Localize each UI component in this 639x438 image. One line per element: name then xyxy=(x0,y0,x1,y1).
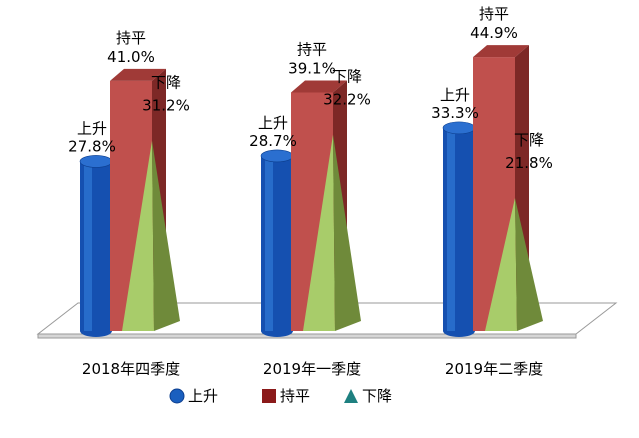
legend-item-0: 上升 xyxy=(169,387,218,405)
label-up-value-0: 27.8% xyxy=(68,137,116,155)
label-flat-name-1: 持平 xyxy=(297,40,327,58)
category-axis: 2018年四季度 2019年一季度 2019年二季度 xyxy=(82,360,543,378)
chart-labels: 上升27.8%持平41.0%下降31.2%上升28.7%持平39.1%下降32.… xyxy=(68,5,553,172)
bar-down-1 xyxy=(303,134,361,331)
legend-label-1: 持平 xyxy=(280,387,310,405)
legend-marker-down xyxy=(344,389,358,403)
chart-legend: 上升 持平 下降 xyxy=(169,387,392,405)
label-flat-name-0: 持平 xyxy=(116,29,146,47)
chart-marks xyxy=(79,45,543,338)
label-down-name-2: 下降 xyxy=(514,131,544,149)
legend-item-2: 下降 xyxy=(344,387,392,405)
label-down-value-0: 31.2% xyxy=(142,97,190,115)
floor-front xyxy=(37,333,577,339)
label-down-value-1: 32.2% xyxy=(323,91,371,109)
category-label-0: 2018年四季度 xyxy=(82,360,180,378)
bar-up-1 xyxy=(260,149,294,337)
label-down-name-1: 下降 xyxy=(332,68,362,86)
legend-marker-up xyxy=(169,388,185,404)
label-flat-value-2: 44.9% xyxy=(470,24,518,42)
legend-marker-flat xyxy=(262,389,276,403)
label-down-name-0: 下降 xyxy=(151,74,181,92)
bar-down-2 xyxy=(485,198,543,331)
legend-label-0: 上升 xyxy=(188,387,218,405)
bar-down-0 xyxy=(122,140,180,331)
label-up-value-1: 28.7% xyxy=(249,132,297,150)
label-down-value-2: 21.8% xyxy=(505,154,553,172)
legend-label-2: 下降 xyxy=(362,387,392,405)
legend-item-1: 持平 xyxy=(262,387,310,405)
label-up-name-0: 上升 xyxy=(77,119,107,137)
label-up-value-2: 33.3% xyxy=(431,104,479,122)
label-up-name-1: 上升 xyxy=(258,114,288,132)
category-label-1: 2019年一季度 xyxy=(263,360,361,378)
label-flat-value-1: 39.1% xyxy=(288,59,336,77)
bar-up-0 xyxy=(79,155,113,337)
bar-up-2 xyxy=(442,121,476,338)
label-up-name-2: 上升 xyxy=(440,86,470,104)
label-flat-value-0: 41.0% xyxy=(107,48,155,66)
category-label-2: 2019年二季度 xyxy=(445,360,543,378)
label-flat-name-2: 持平 xyxy=(479,5,509,23)
